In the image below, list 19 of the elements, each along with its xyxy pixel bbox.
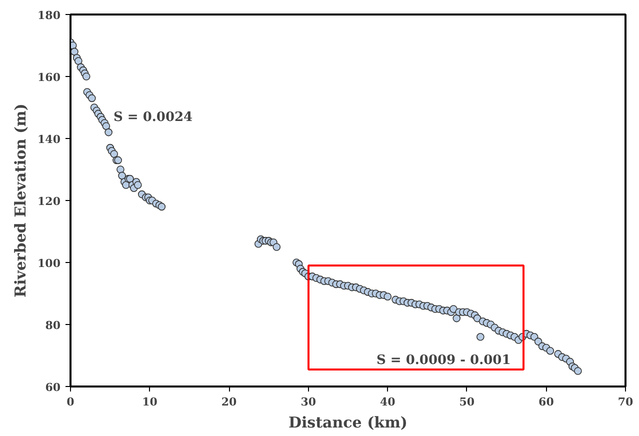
- x-tick-label: 70: [618, 396, 634, 408]
- annotation: S = 0.0009 - 0.001: [376, 353, 511, 368]
- annotation: S = 0.0024: [114, 110, 193, 125]
- y-tick-label: 80: [45, 319, 61, 332]
- x-tick-label: 10: [142, 396, 158, 408]
- x-tick-label: 40: [380, 396, 396, 408]
- x-tick-label: 0: [66, 396, 75, 408]
- y-tick-label: 60: [45, 381, 61, 394]
- x-tick-label: 50: [459, 396, 475, 408]
- y-tick-label: 140: [38, 133, 61, 146]
- y-tick-label: 100: [38, 257, 61, 270]
- x-tick-label: 20: [221, 396, 238, 408]
- y-axis-title: Riverbed Elevation (m): [12, 103, 30, 298]
- x-tick-label: 60: [538, 396, 554, 408]
- x-tick-label: 30: [300, 396, 316, 408]
- y-tick-label: 120: [38, 195, 61, 208]
- y-tick-label: 160: [38, 71, 61, 84]
- x-axis-title: Distance (km): [288, 414, 408, 432]
- y-tick-label: 180: [38, 9, 61, 22]
